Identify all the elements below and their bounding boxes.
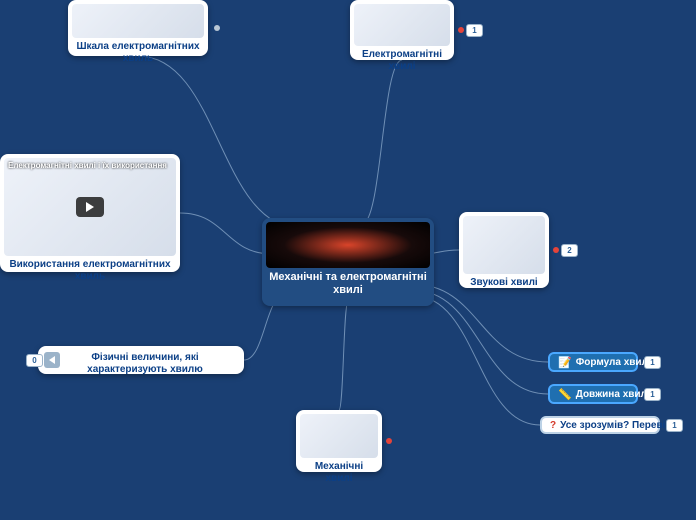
expand-dot[interactable]	[553, 247, 559, 253]
count-badge[interactable]: 1	[666, 419, 683, 432]
central-node[interactable]: Механічні та електромагнітні хвилі	[262, 218, 434, 306]
node-em-waves[interactable]: Електромагнітні хвилі	[350, 0, 454, 60]
node-sound-waves[interactable]: Звукові хвилі	[459, 212, 549, 288]
thumb-ripple	[300, 414, 378, 458]
count-badge[interactable]: 1	[644, 356, 661, 369]
node-wave-length[interactable]: 📏 Довжина хвилі	[548, 384, 638, 404]
node-label: Формула хвилі	[576, 357, 651, 368]
central-thumb	[266, 222, 430, 268]
node-physics-quantities[interactable]: Фізичні величини, які характеризують хви…	[38, 346, 244, 374]
node-label: Механічні хвилі	[300, 461, 378, 484]
node-quiz[interactable]: ? Усе зрозумів? Перевір!	[540, 416, 660, 434]
thumb-spectrum	[72, 4, 204, 38]
expand-dot[interactable]	[386, 438, 392, 444]
node-mechanical-waves[interactable]: Механічні хвилі	[296, 410, 382, 472]
node-label: Використання електромагнітних хвиль	[4, 259, 176, 282]
video-overlay-text: Електромагнітні хвилі і їх використання	[8, 162, 167, 170]
central-label: Механічні та електромагнітні хвилі	[266, 271, 430, 296]
mindmap-canvas[interactable]: Механічні та електромагнітні хвилі Шкала…	[0, 0, 696, 520]
count-badge[interactable]: 0	[26, 354, 43, 367]
node-label: Звукові хвилі	[463, 277, 545, 289]
count-badge[interactable]: 1	[466, 24, 483, 37]
expand-dot[interactable]	[214, 25, 220, 31]
collapse-arrow-icon[interactable]	[44, 352, 60, 368]
node-wave-formula[interactable]: 📝 Формула хвилі	[548, 352, 638, 372]
node-label: Фізичні величини, які характеризують хви…	[87, 352, 203, 375]
node-em-usage[interactable]: Електромагнітні хвилі і їх використання …	[0, 154, 180, 272]
count-badge[interactable]: 2	[561, 244, 578, 257]
thumb-video[interactable]: Електромагнітні хвилі і їх використання	[4, 158, 176, 256]
node-label: Усе зрозумів? Перевір!	[560, 420, 675, 431]
node-label: Електромагнітні хвилі	[354, 49, 450, 72]
node-label: Довжина хвилі	[576, 389, 650, 400]
node-label: Шкала електромагнітних хвиль	[72, 41, 204, 64]
thumb-sound	[463, 216, 545, 274]
expand-dot[interactable]	[458, 27, 464, 33]
question-icon: ?	[550, 420, 556, 431]
node-em-scale[interactable]: Шкала електромагнітних хвиль	[68, 0, 208, 56]
ruler-icon: 📏	[558, 388, 572, 401]
note-icon: 📝	[558, 356, 572, 369]
count-badge[interactable]: 1	[644, 388, 661, 401]
play-icon[interactable]	[76, 197, 104, 217]
thumb-emwave	[354, 4, 450, 46]
